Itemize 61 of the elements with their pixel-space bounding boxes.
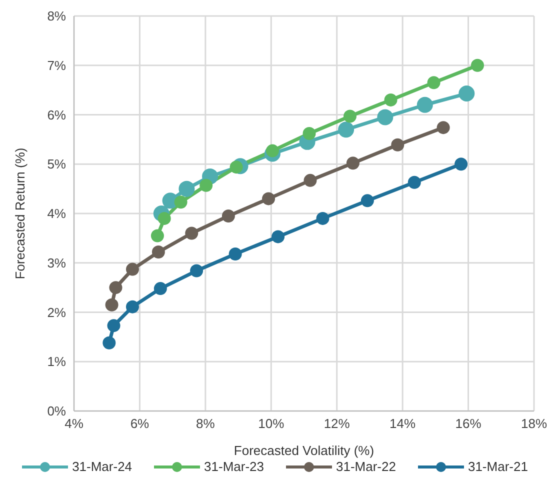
- point: [302, 127, 316, 140]
- point: [416, 96, 433, 113]
- x-tick-label: 18%: [520, 416, 548, 432]
- point: [272, 230, 285, 244]
- y-axis-title: Forecasted Return (%): [12, 148, 28, 280]
- point: [190, 264, 204, 278]
- point: [102, 336, 116, 350]
- point: [458, 86, 475, 102]
- point: [200, 178, 213, 192]
- point: [230, 160, 243, 174]
- point: [174, 196, 188, 209]
- point: [105, 298, 118, 312]
- point: [150, 229, 164, 242]
- y-tick-label: 5%: [47, 156, 66, 172]
- y-tick-label: 6%: [47, 107, 66, 122]
- point: [316, 212, 330, 225]
- point: [152, 246, 165, 259]
- x-tick-label: 4%: [64, 416, 84, 432]
- point: [470, 58, 484, 72]
- point: [384, 93, 398, 106]
- y-tick-label: 7%: [47, 58, 66, 73]
- point: [126, 300, 139, 314]
- point: [178, 180, 195, 197]
- point: [185, 226, 198, 240]
- y-tick-label: 0%: [47, 404, 66, 419]
- legend-label: 31-Mar-22: [336, 459, 396, 474]
- point: [377, 109, 394, 126]
- y-tick-label: 4%: [47, 206, 66, 222]
- y-tick-label: 3%: [47, 255, 66, 270]
- x-tick-label: 16%: [455, 416, 482, 432]
- x-axis-title: Forecasted Volatility (%): [234, 443, 374, 458]
- x-tick-label: 6%: [130, 416, 150, 432]
- x-tick-label: 8%: [196, 416, 216, 432]
- point: [266, 144, 279, 158]
- point: [304, 174, 317, 187]
- y-tick-label: 2%: [47, 304, 66, 320]
- legend-label: 31-Mar-23: [204, 459, 264, 474]
- point: [391, 138, 404, 152]
- point: [427, 76, 440, 90]
- point: [338, 122, 354, 138]
- point: [222, 209, 235, 222]
- y-tick-label: 8%: [47, 8, 66, 24]
- x-tick-label: 10%: [258, 416, 285, 432]
- point: [346, 156, 360, 170]
- point: [109, 281, 122, 294]
- legend-label: 31-Mar-24: [72, 459, 132, 474]
- point: [436, 121, 450, 134]
- point: [126, 262, 139, 276]
- y-tick-label: 1%: [47, 354, 66, 370]
- point: [360, 194, 374, 208]
- point: [107, 319, 120, 332]
- x-tick-label: 12%: [324, 416, 350, 432]
- x-tick-label: 14%: [390, 416, 416, 432]
- point: [454, 158, 468, 171]
- point: [262, 192, 276, 206]
- point: [344, 110, 356, 123]
- point: [158, 212, 171, 225]
- point: [154, 282, 167, 296]
- point: [408, 176, 421, 189]
- point: [228, 247, 242, 260]
- legend-label: 31-Mar-21: [468, 459, 528, 474]
